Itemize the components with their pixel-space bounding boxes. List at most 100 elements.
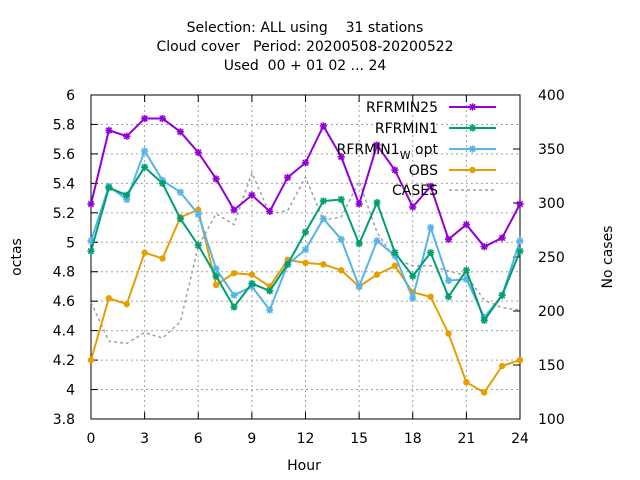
y-tick-label: 4.4 <box>53 324 75 340</box>
legend-entry-rfrmin25: RFRMIN25 <box>366 100 496 116</box>
data-point-rfrmin1 <box>373 198 381 207</box>
x-tick-label: 0 <box>87 431 96 447</box>
data-point-rfrmin1 <box>194 241 202 249</box>
data-point-obs <box>463 378 470 386</box>
y2-tick-label: 250 <box>538 250 565 266</box>
data-point-rfrmin25 <box>337 153 345 161</box>
y-tick-label: 4 <box>66 383 75 399</box>
y2-tick-label: 400 <box>538 88 565 104</box>
title-line-1: Selection: ALL using 31 stations <box>187 20 424 36</box>
y-tick-label: 5.6 <box>53 147 75 163</box>
legend-label: CASES <box>392 183 438 199</box>
series-line-rfrmin25 <box>90 117 521 248</box>
data-point-rfrmin25 <box>516 200 524 208</box>
y-tick-label: 4.8 <box>53 265 75 281</box>
legend-entry-rfrmin1-opt: RFRMIN1W opt <box>337 142 496 162</box>
data-point-obs <box>445 330 452 337</box>
data-point-rfrmin1 <box>301 228 310 236</box>
data-point-rfrmin1 <box>409 272 417 280</box>
series-line-cases <box>90 170 521 345</box>
data-point-rfrmin25 <box>444 235 453 243</box>
legend-entry-rfrmin1: RFRMIN1 <box>375 121 496 137</box>
data-point-rfrmin25 <box>158 114 167 123</box>
data-point-obs <box>159 255 166 262</box>
y-tick-label: 5.8 <box>53 117 75 133</box>
data-point-rfrmin25 <box>87 200 95 208</box>
data-point-obs <box>498 362 506 370</box>
data-point-rfrmin1-opt <box>427 223 435 232</box>
data-point-obs <box>373 271 381 278</box>
data-point-rfrmin1-opt <box>373 237 381 245</box>
x-axis-label: Hour <box>287 458 321 474</box>
y2-axis-label: No cases <box>600 226 616 289</box>
y-tick-label: 3.8 <box>53 412 75 428</box>
x-tick-label: 15 <box>350 431 368 447</box>
data-point-rfrmin25 <box>319 122 327 130</box>
data-point-rfrmin25 <box>176 128 184 136</box>
series-rfrmin25 <box>87 114 524 251</box>
data-point-rfrmin25 <box>212 175 220 183</box>
data-point-rfrmin25 <box>391 166 399 174</box>
data-point-obs <box>481 389 488 396</box>
data-point-rfrmin25 <box>248 191 256 199</box>
data-point-rfrmin25 <box>123 132 131 140</box>
data-point-obs <box>516 356 524 364</box>
data-point-rfrmin25 <box>230 206 238 214</box>
data-point-obs <box>338 267 345 274</box>
x-tick-label: 6 <box>194 431 203 447</box>
x-tick-label: 3 <box>140 431 149 447</box>
data-point-obs <box>320 261 327 268</box>
series-layer <box>87 114 524 396</box>
data-point-rfrmin25 <box>355 200 363 208</box>
data-point-rfrmin1 <box>355 240 363 248</box>
data-point-rfrmin1 <box>176 215 184 223</box>
data-point-rfrmin1 <box>444 293 453 301</box>
data-point-rfrmin1 <box>230 303 238 311</box>
data-point-rfrmin1 <box>462 266 470 274</box>
y-tick-label: 5 <box>66 235 75 251</box>
legend-label: OBS <box>409 163 438 179</box>
data-point-obs <box>248 271 256 278</box>
series-rfrmin1 <box>87 163 524 324</box>
data-point-rfrmin1-opt <box>319 215 327 223</box>
x-tick-label: 21 <box>457 431 475 447</box>
data-point-rfrmin25 <box>141 114 149 123</box>
data-point-rfrmin1-opt <box>266 306 274 314</box>
data-point-rfrmin1-opt <box>176 188 184 196</box>
y2-tick-label: 350 <box>538 142 565 158</box>
data-point-rfrmin1-opt <box>212 265 220 273</box>
data-point-rfrmin1-opt <box>516 237 524 245</box>
x-tick-label: 12 <box>297 431 315 447</box>
chart-title: Selection: ALL using 31 stations Cloud c… <box>156 20 453 74</box>
data-point-rfrmin1 <box>427 248 435 257</box>
legend-entry-obs: OBS <box>409 163 496 179</box>
data-point-obs <box>141 249 148 256</box>
data-point-rfrmin1 <box>480 316 488 324</box>
data-point-rfrmin25 <box>462 221 470 229</box>
data-point-rfrmin1 <box>141 163 149 171</box>
data-point-rfrmin1 <box>391 248 399 257</box>
data-point-rfrmin25 <box>266 207 274 215</box>
data-point-obs <box>87 356 95 364</box>
data-point-rfrmin1 <box>516 247 524 255</box>
y2-tick-label: 150 <box>538 358 565 374</box>
y-tick-label: 4.6 <box>53 294 75 310</box>
legend-label: RFRMIN1W opt <box>337 142 439 162</box>
data-point-rfrmin25 <box>284 173 292 182</box>
data-point-rfrmin1 <box>319 197 327 205</box>
x-tick-label: 24 <box>511 431 529 447</box>
legend-label: RFRMIN25 <box>366 100 438 116</box>
data-point-rfrmin1-opt <box>337 235 345 243</box>
title-line-2: Cloud cover Period: 20200508-20200522 <box>156 39 453 55</box>
data-point-obs <box>302 259 309 267</box>
data-point-rfrmin1 <box>266 287 274 295</box>
data-point-rfrmin25 <box>498 234 506 242</box>
data-point-rfrmin1-opt <box>194 210 202 218</box>
data-point-rfrmin1 <box>158 179 167 187</box>
data-point-rfrmin1 <box>498 291 506 299</box>
legend-marker <box>468 103 477 111</box>
data-point-rfrmin1 <box>248 279 256 288</box>
data-point-obs <box>427 293 434 300</box>
y2-tick-label: 100 <box>538 412 565 428</box>
